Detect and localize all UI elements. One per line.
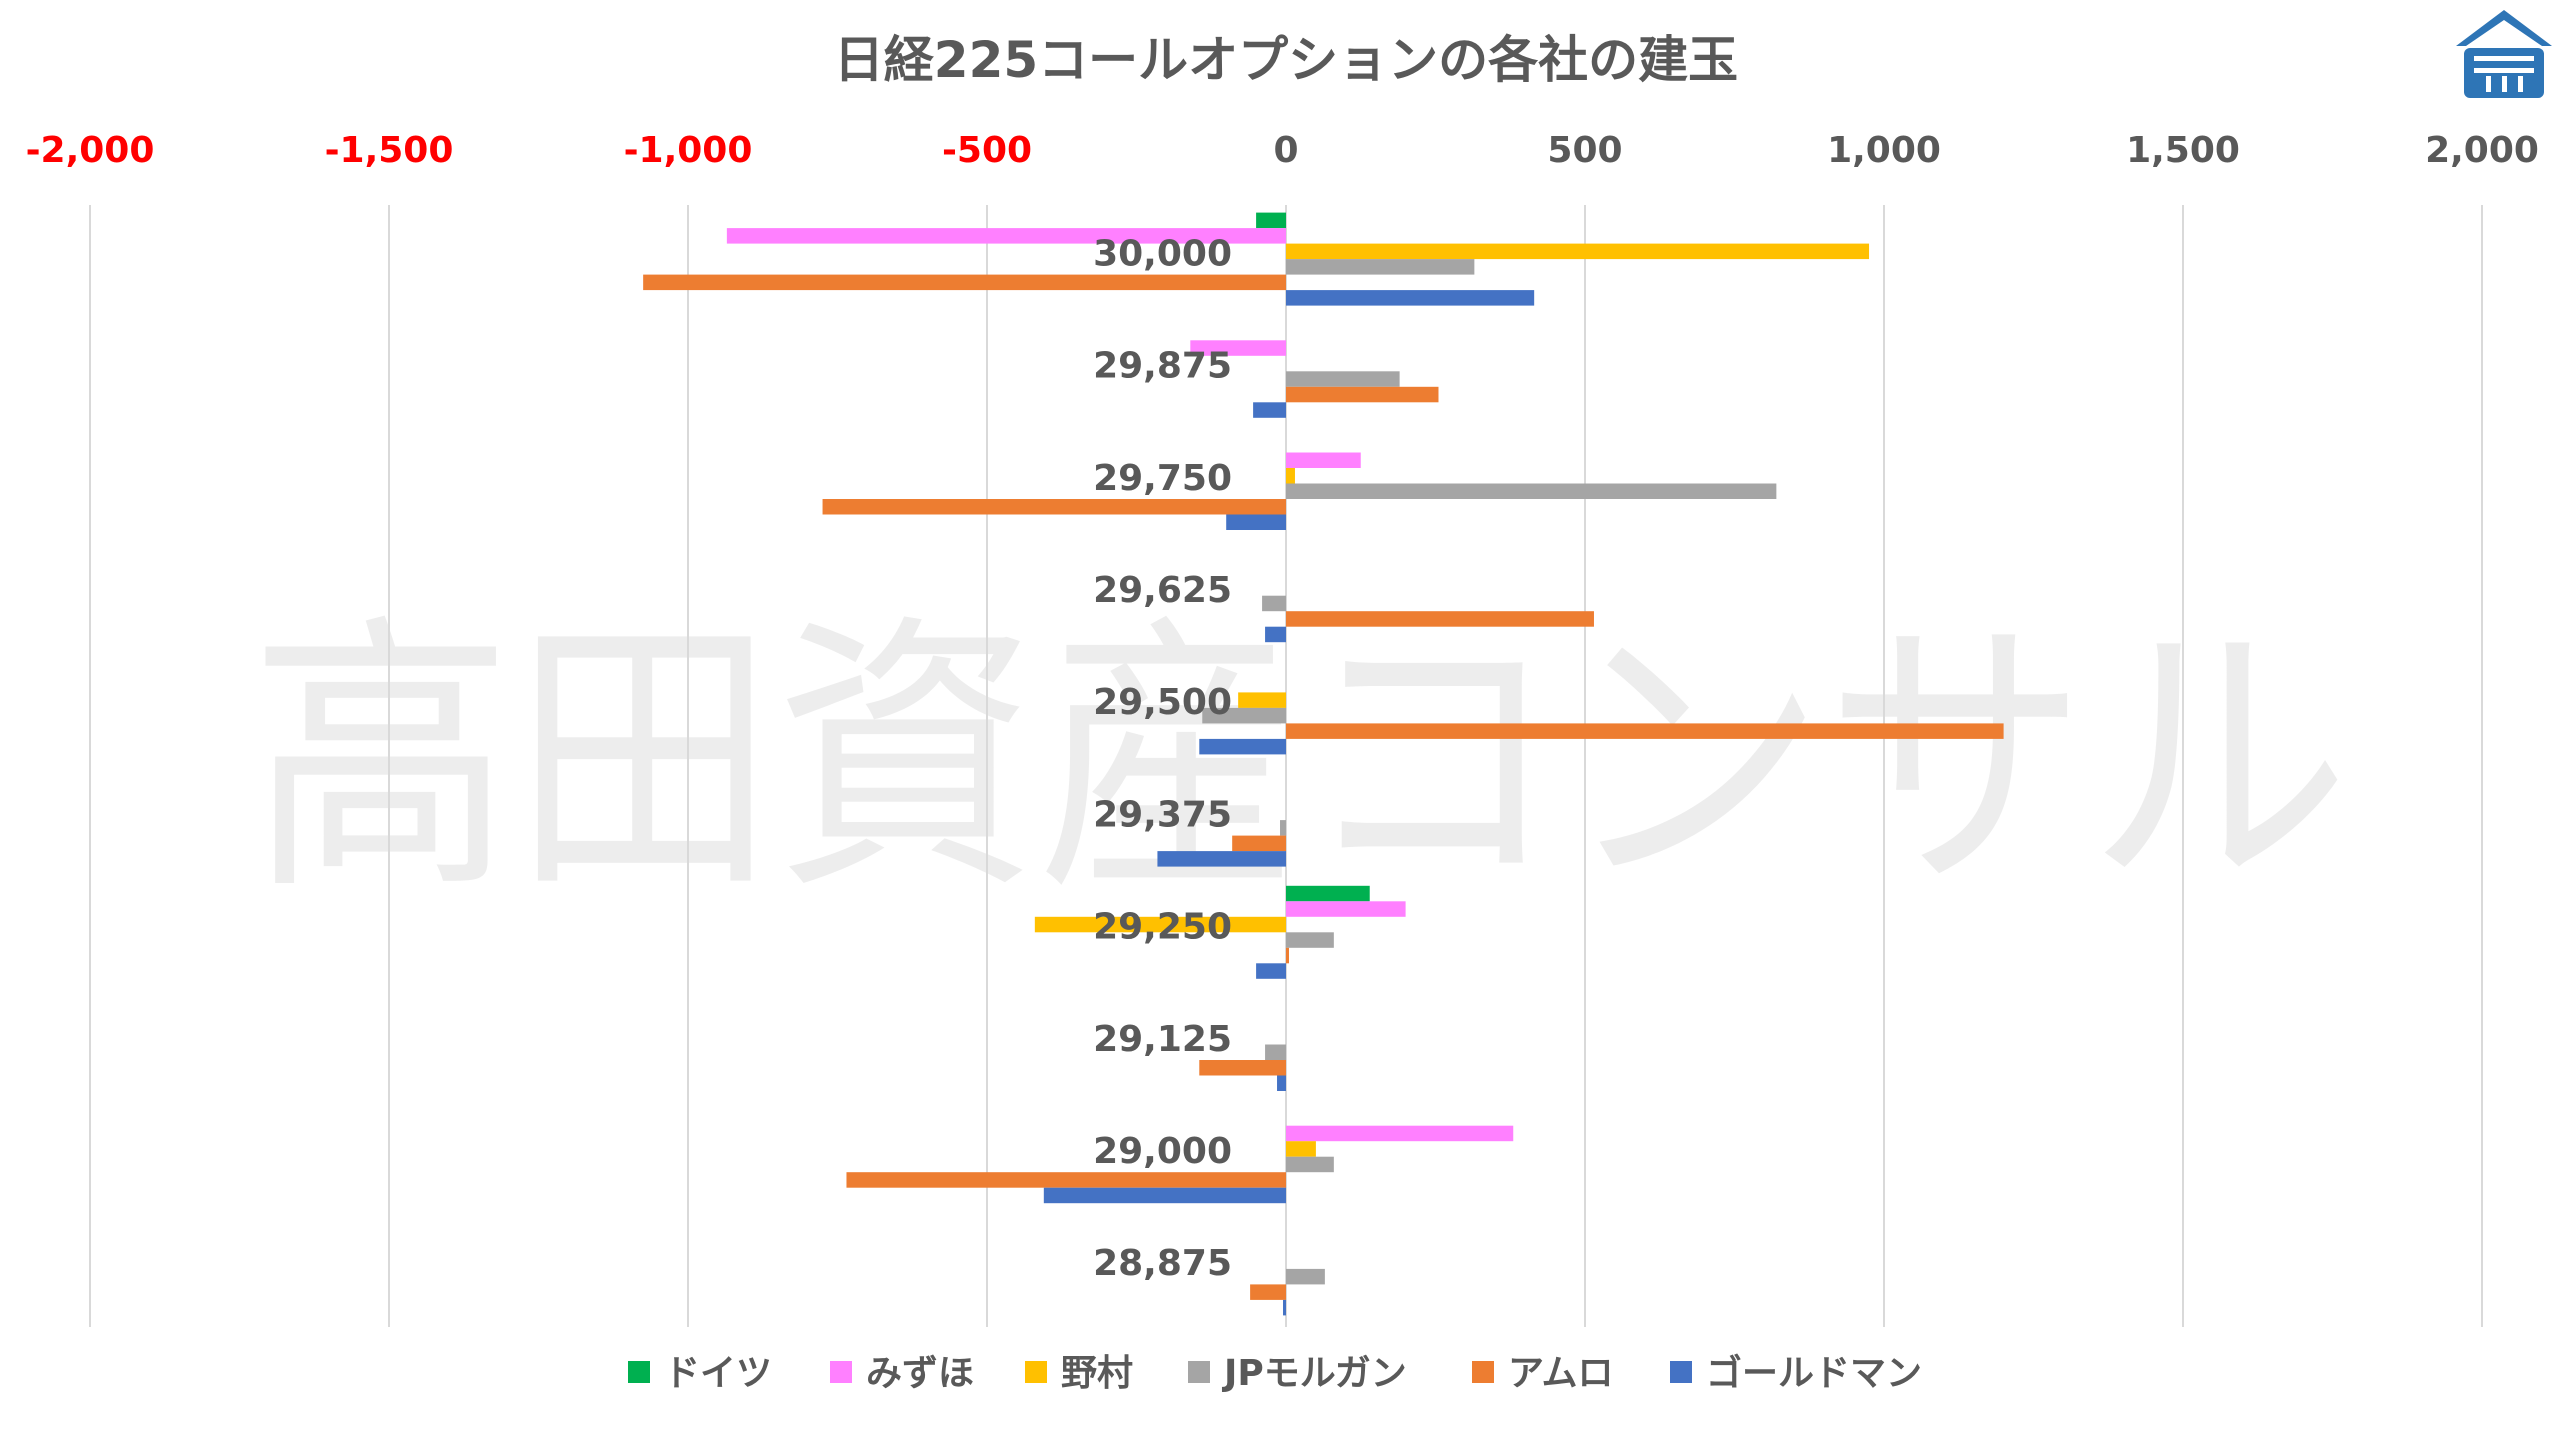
category-label: 29,250 xyxy=(1093,907,1232,948)
house-roof-logo-icon xyxy=(2456,10,2552,98)
x-tick-label: -500 xyxy=(942,130,1032,171)
category-label: 29,375 xyxy=(1093,794,1232,835)
x-tick-label: 0 xyxy=(1273,130,1298,171)
x-tick-label: 1,000 xyxy=(1827,130,1941,171)
bar-野村-29,750 xyxy=(1286,468,1295,484)
bar-JPモルガン-29,500 xyxy=(1202,707,1286,724)
category-label: 29,500 xyxy=(1093,682,1232,723)
bar-ドイツ-30,000 xyxy=(1256,212,1286,229)
bars xyxy=(643,212,2004,1316)
bar-JPモルガン-29,625 xyxy=(1262,595,1286,612)
bar-ゴールドマン-29,125 xyxy=(1277,1075,1286,1091)
legend-label: JPモルガン xyxy=(1221,1353,1407,1394)
bar-アムロ-29,375 xyxy=(1232,835,1286,852)
legend-label: アムロ xyxy=(1508,1353,1613,1394)
category-label: 29,625 xyxy=(1093,570,1232,611)
legend-label: ゴールドマン xyxy=(1706,1352,1922,1394)
bar-アムロ-30,000 xyxy=(643,274,1286,291)
bar-アムロ-29,875 xyxy=(1286,386,1439,403)
bar-ゴールドマン-29,750 xyxy=(1226,514,1286,530)
bar-JPモルガン-28,875 xyxy=(1286,1268,1325,1285)
category-label: 29,000 xyxy=(1093,1131,1232,1172)
bar-みずほ-29,750 xyxy=(1286,452,1361,468)
legend-swatch-野村 xyxy=(1025,1361,1047,1383)
category-label: 29,875 xyxy=(1093,346,1232,387)
bar-野村-29,000 xyxy=(1286,1141,1316,1157)
bar-ゴールドマン-29,875 xyxy=(1253,402,1286,418)
bar-みずほ-29,000 xyxy=(1286,1125,1514,1142)
bar-ゴールドマン-28,875 xyxy=(1283,1299,1286,1316)
legend-swatch-ドイツ xyxy=(628,1361,650,1383)
x-tick-label: 1,500 xyxy=(2126,130,2240,171)
x-tick-label: -2,000 xyxy=(26,130,155,171)
bar-ゴールドマン-29,625 xyxy=(1265,626,1286,643)
category-label: 30,000 xyxy=(1093,233,1232,274)
legend-swatch-ゴールドマン xyxy=(1670,1361,1692,1383)
bar-アムロ-29,000 xyxy=(846,1172,1286,1188)
bar-野村-30,000 xyxy=(1286,243,1870,260)
legend-label: ドイツ xyxy=(664,1353,772,1394)
bar-ゴールドマン-29,250 xyxy=(1256,963,1286,979)
legend-label: みずほ xyxy=(866,1353,974,1394)
legend-label: 野村 xyxy=(1061,1353,1133,1394)
bar-ゴールドマン-29,000 xyxy=(1043,1187,1286,1204)
chart-title: 日経225コールオプションの各社の建玉 xyxy=(834,31,1738,89)
x-tick-label: -1,500 xyxy=(325,130,454,171)
category-labels: 30,000 29,875 29,750 29,625 29,500 29,375 29,2… xyxy=(1093,233,1232,1284)
category-label: 28,875 xyxy=(1093,1243,1232,1284)
bar-ドイツ-29,250 xyxy=(1286,885,1370,902)
x-tick-label: 500 xyxy=(1547,130,1622,171)
bar-みずほ-30,000 xyxy=(726,228,1286,244)
bar-アムロ-29,125 xyxy=(1199,1060,1286,1076)
bar-JPモルガン-29,125 xyxy=(1265,1044,1286,1060)
bar-JPモルガン-29,000 xyxy=(1286,1156,1334,1173)
category-label: 29,750 xyxy=(1093,458,1232,499)
bar-ゴールドマン-30,000 xyxy=(1286,290,1535,306)
bar-アムロ-29,625 xyxy=(1286,611,1594,627)
bar-みずほ-29,875 xyxy=(1190,340,1286,356)
category-label: 29,125 xyxy=(1093,1019,1232,1060)
bar-アムロ-29,750 xyxy=(822,499,1286,515)
bar-JPモルガン-29,250 xyxy=(1286,932,1334,948)
bar-野村-29,250 xyxy=(1034,916,1286,933)
bar-ゴールドマン-29,500 xyxy=(1199,738,1286,755)
bar-アムロ-29,250 xyxy=(1286,947,1289,964)
bar-アムロ-28,875 xyxy=(1250,1284,1286,1300)
legend-swatch-アムロ xyxy=(1472,1361,1494,1383)
watermark: 高田資産コンサル xyxy=(250,592,2350,929)
bar-JPモルガン-29,875 xyxy=(1286,371,1400,387)
x-axis-tick-labels: -2,000 -1,500 -1,000 -500 0 500 1,000 1,500 2,00… xyxy=(26,130,2539,171)
legend: ドイツ みずほ 野村 JPモルガン アムロ ゴールドマン xyxy=(628,1352,1922,1394)
bar-アムロ-29,500 xyxy=(1286,723,2004,739)
x-tick-label: -1,000 xyxy=(624,130,753,171)
bar-JPモルガン-29,750 xyxy=(1286,483,1777,499)
x-tick-label: 2,000 xyxy=(2425,130,2539,171)
legend-swatch-JPモルガン xyxy=(1188,1361,1210,1383)
bar-みずほ-29,250 xyxy=(1286,901,1406,917)
bar-ゴールドマン-29,375 xyxy=(1157,851,1286,867)
bar-野村-29,500 xyxy=(1238,692,1286,708)
bar-JPモルガン-30,000 xyxy=(1286,259,1475,275)
legend-swatch-みずほ xyxy=(830,1361,852,1383)
bar-JPモルガン-29,375 xyxy=(1280,820,1286,836)
